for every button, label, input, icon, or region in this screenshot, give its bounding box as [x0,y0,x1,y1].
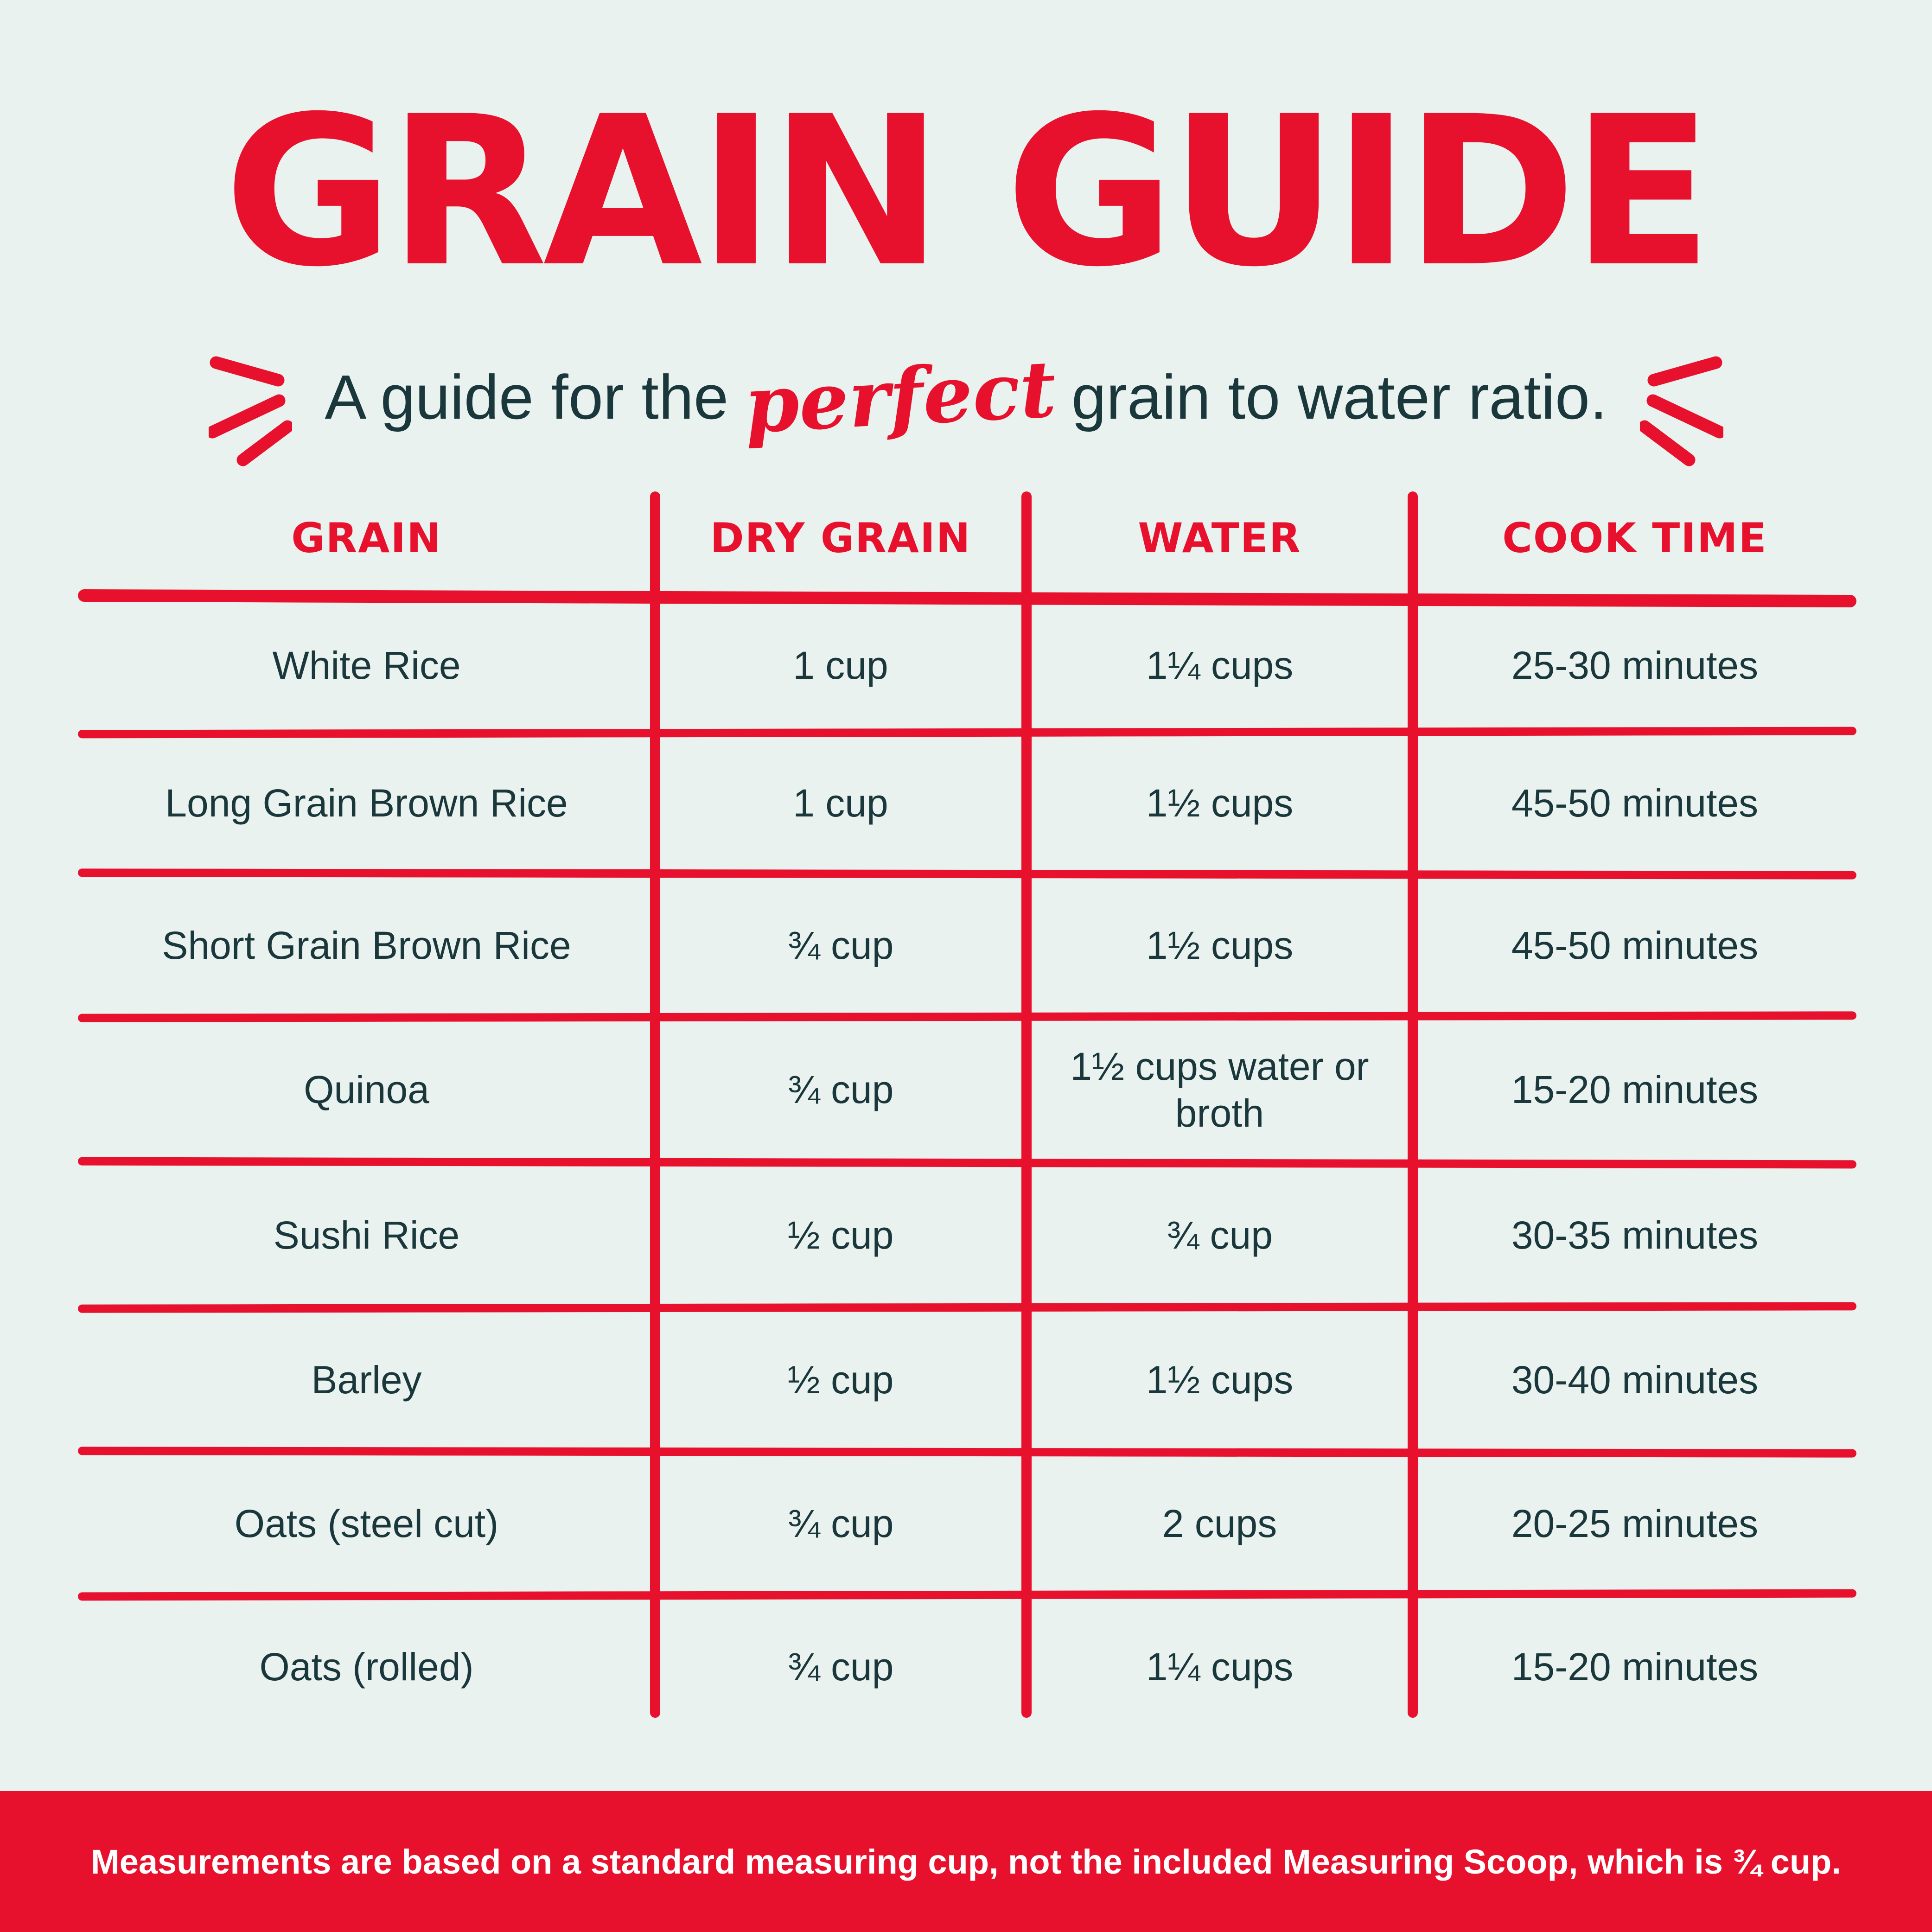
column-divider [650,491,660,1718]
column-divider [1408,491,1418,1718]
cell-dry-grain: ½ cup [787,1358,894,1402]
cell-dry-grain: ¾ cup [787,1068,894,1112]
emphasis-dashes-left-icon [209,356,293,466]
cell-grain: Oats (steel cut) [234,1501,499,1545]
cell-grain: Long Grain Brown Rice [165,781,568,825]
cell-cook-time: 30-35 minutes [1511,1213,1759,1257]
subtitle-text: A guide for the perfect grain to water r… [325,343,1607,451]
emphasis-dashes-right-icon [1639,356,1723,466]
column-header-grain: GRAIN [291,514,442,562]
cell-cook-time: 45-50 minutes [1511,923,1759,967]
subtitle-emphasis: perfect [742,343,1058,451]
cell-cook-time: 20-25 minutes [1511,1501,1759,1545]
cell-grain: Oats (rolled) [259,1645,474,1689]
page-title: GRAIN GUIDE [224,72,1713,312]
subtitle-suffix: grain to water ratio. [1071,362,1607,432]
subtitle-prefix: A guide for the [325,362,729,432]
cell-water: 1½ cups water or broth [1070,1044,1369,1135]
cell-water: 1½ cups [1146,1358,1294,1402]
cell-water: 1½ cups [1146,923,1294,967]
cell-water: 1¼ cups [1146,643,1294,687]
cell-grain: Barley [311,1358,422,1402]
cell-cook-time: 15-20 minutes [1511,1068,1759,1112]
column-header-dry-grain: DRY GRAIN [710,514,971,562]
page-subtitle: A guide for the perfect grain to water r… [0,325,1932,466]
cell-water: 2 cups [1162,1501,1277,1545]
cell-water: 1½ cups [1146,781,1294,825]
cell-dry-grain: ¾ cup [787,923,894,967]
column-header-cook-time: COOK TIME [1502,514,1767,562]
cell-water: ¾ cup [1167,1213,1273,1257]
grain-table: GRAIN DRY GRAIN WATER COOK TIME White Ri… [77,491,1857,1739]
cell-cook-time: 45-50 minutes [1511,781,1759,825]
cell-grain: Short Grain Brown Rice [162,923,571,967]
cell-grain: White Rice [272,643,461,687]
footer-note: Measurements are based on a standard mea… [91,1842,1841,1881]
column-header-water: WATER [1138,514,1301,562]
cell-dry-grain: ¾ cup [787,1645,894,1689]
cell-dry-grain: 1 cup [793,781,888,825]
cell-cook-time: 25-30 minutes [1511,643,1759,687]
cell-grain: Sushi Rice [273,1213,460,1257]
cell-cook-time: 15-20 minutes [1511,1645,1759,1689]
cell-cook-time: 30-40 minutes [1511,1358,1759,1402]
cell-grain: Quinoa [304,1068,429,1112]
footer-band: Measurements are based on a standard mea… [0,1791,1932,1932]
cell-dry-grain: 1 cup [793,643,888,687]
cell-dry-grain: ¾ cup [787,1501,894,1545]
column-divider [1021,491,1032,1718]
cell-dry-grain: ½ cup [787,1213,894,1257]
cell-water: 1¼ cups [1146,1645,1294,1689]
